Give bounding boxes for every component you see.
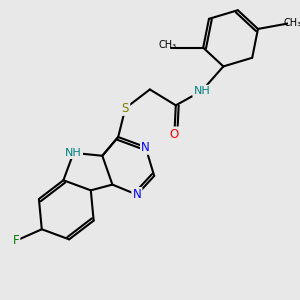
Text: N: N (141, 141, 150, 154)
Text: NH: NH (194, 86, 210, 96)
Text: O: O (170, 128, 179, 141)
Text: N: N (133, 188, 141, 201)
Text: S: S (122, 102, 129, 115)
Text: F: F (13, 234, 19, 247)
Text: CH₃: CH₃ (158, 40, 176, 50)
Text: NH: NH (65, 148, 82, 158)
Text: CH₃: CH₃ (284, 18, 300, 28)
